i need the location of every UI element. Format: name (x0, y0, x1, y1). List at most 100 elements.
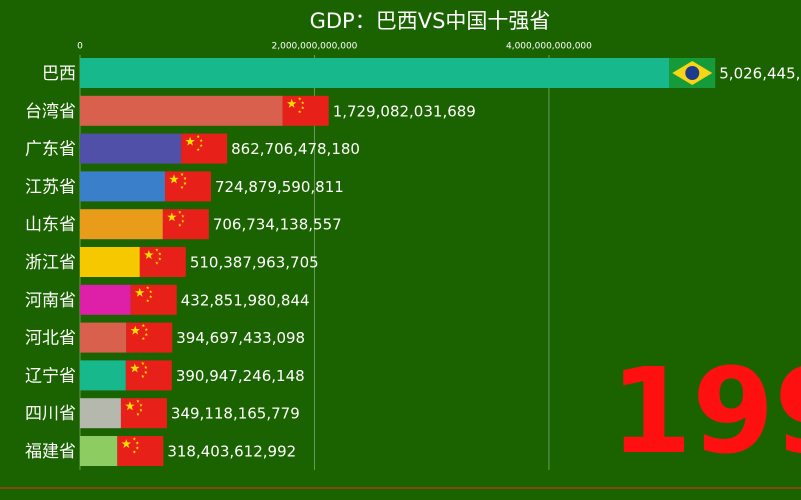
value-label: 432,851,980,844 (181, 291, 310, 309)
value-label: 1,729,082,031,689 (333, 102, 476, 120)
flag-star (183, 181, 187, 185)
value-label: 510,387,963,705 (190, 254, 319, 272)
flag-star (287, 98, 297, 108)
bar (80, 58, 670, 88)
flag-star (180, 172, 184, 176)
flag-star (136, 412, 140, 416)
x-tick-label: 0 (77, 42, 83, 52)
flag-star (181, 214, 185, 218)
category-label: 巴西 (42, 64, 76, 84)
value-label: 349,118,165,779 (171, 405, 300, 423)
category-label: 辽宁省 (25, 366, 76, 386)
flag-star (146, 286, 150, 290)
flag-star (158, 252, 162, 256)
flag-star (178, 210, 182, 214)
flag-star (298, 97, 302, 101)
flag (164, 171, 211, 202)
flag-star (144, 332, 148, 337)
flag (162, 209, 209, 240)
bar (80, 322, 127, 353)
category-label: 台湾省 (25, 102, 76, 122)
flag-star (121, 439, 132, 448)
flag-star (135, 287, 145, 297)
category-label: 河南省 (25, 291, 76, 311)
chart-title: GDP：巴西VS中国十强省 (310, 9, 551, 33)
flag-star (183, 176, 187, 180)
flag-star (136, 399, 140, 403)
flag-star (141, 336, 145, 341)
value-label: 394,697,433,098 (176, 329, 305, 347)
flag (117, 436, 164, 466)
flag-star (135, 446, 139, 450)
flag-star (132, 437, 136, 441)
flag-star (301, 106, 305, 110)
flag (282, 95, 329, 126)
flag-star (141, 361, 145, 365)
flag-star (144, 365, 148, 369)
bar (80, 360, 126, 391)
bar (80, 95, 283, 126)
value-label: 724,879,590,811 (215, 178, 344, 196)
category-label: 江苏省 (25, 177, 76, 197)
flag-star (149, 295, 153, 299)
bar (80, 133, 182, 164)
flag-star (199, 143, 203, 148)
flag-star (298, 110, 302, 114)
value-label: 862,706,478,180 (231, 140, 360, 158)
bar (80, 247, 140, 277)
bar (80, 171, 165, 202)
bar (80, 209, 163, 240)
flag-star (155, 248, 159, 252)
flag-star (180, 185, 184, 189)
category-label: 河北省 (25, 329, 76, 349)
value-label: 706,734,138,557 (213, 216, 342, 234)
flag-star (185, 136, 195, 146)
flag-star (144, 250, 154, 259)
value-label: 318,403,612,992 (167, 443, 296, 461)
flag (126, 322, 173, 353)
category-label: 广东省 (25, 140, 76, 160)
bar (80, 398, 121, 429)
flag-star (130, 325, 140, 335)
flag-star (144, 327, 148, 332)
flag (130, 284, 177, 315)
flag-star (144, 370, 148, 374)
flag-star (158, 257, 162, 261)
x-tick-label: 4,000,000,000,000 (506, 42, 592, 52)
flag (120, 398, 167, 429)
bar (80, 436, 118, 466)
flag-star (181, 219, 185, 223)
flag-star (199, 138, 203, 143)
flag-star (167, 212, 177, 222)
flag (181, 133, 228, 164)
flag-star (169, 174, 179, 184)
category-label: 福建省 (25, 442, 76, 462)
flag-star (125, 401, 135, 411)
value-label: 5,026,445, (719, 65, 800, 83)
flag-star (141, 374, 145, 378)
value-label: 390,947,246,148 (176, 367, 305, 385)
flag-star (132, 450, 136, 454)
bar (80, 284, 131, 315)
year-label: 199 (610, 342, 801, 480)
flag-star (149, 290, 153, 294)
flag-star (135, 441, 139, 445)
flag (139, 247, 186, 277)
flag-star (301, 101, 305, 105)
flag-star (196, 134, 200, 139)
flag-star (155, 261, 159, 265)
flag-star (139, 408, 143, 412)
flag-globe (685, 66, 700, 80)
flag-star (139, 403, 143, 407)
flag-star (130, 363, 140, 373)
category-label: 浙江省 (25, 253, 76, 273)
x-tick-label: 2,000,000,000,000 (272, 42, 358, 52)
flag-star (146, 299, 150, 303)
category-label: 四川省 (25, 404, 76, 424)
category-label: 山东省 (25, 215, 76, 235)
flag (125, 360, 172, 391)
flag-star (141, 323, 145, 328)
flag-star (178, 223, 182, 227)
